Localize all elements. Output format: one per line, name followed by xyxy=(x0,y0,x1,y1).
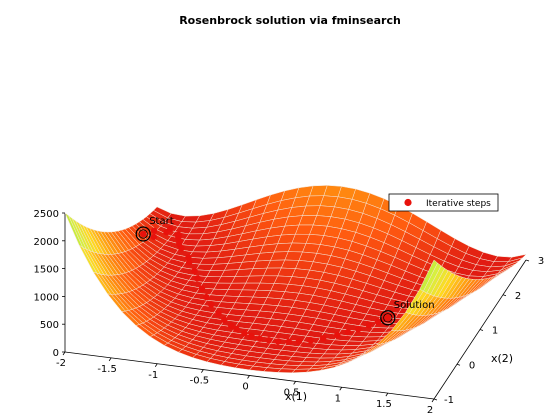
iteration-point xyxy=(274,338,282,345)
y-tick-label: 3 xyxy=(538,256,544,267)
tick-mark xyxy=(433,398,438,401)
z-tick-label: 1500 xyxy=(34,265,59,276)
z-tick-label: 2000 xyxy=(34,237,59,248)
z-tick-label: 500 xyxy=(40,320,59,331)
y-tick-label: 0 xyxy=(469,360,475,371)
x-tick-label: -1 xyxy=(148,370,158,381)
iteration-point xyxy=(191,267,198,275)
tick-mark xyxy=(201,369,204,373)
iteration-point xyxy=(365,321,373,329)
tick-mark xyxy=(502,294,507,297)
iteration-point xyxy=(334,331,341,339)
iteration-point xyxy=(203,293,210,301)
tick-mark xyxy=(247,375,250,379)
iteration-point xyxy=(320,335,327,342)
x-tick-label: 2 xyxy=(427,405,433,416)
solution-marker-ring xyxy=(380,310,396,326)
axis-ticks: -2 -1.5 -1 -0.5 0 0.5 1 1.5 2 -1 0 1 2 3 0 500 1000 1500 2… xyxy=(34,209,545,416)
iteration-point xyxy=(355,325,362,333)
x-tick-label: 1.5 xyxy=(376,399,392,410)
iteration-point xyxy=(150,233,157,241)
iteration-point xyxy=(384,314,391,321)
iteration-point xyxy=(167,225,174,233)
iteration-point xyxy=(185,259,193,266)
iteration-point xyxy=(374,318,382,325)
tick-mark xyxy=(456,363,461,366)
legend-box xyxy=(388,193,499,212)
x-tick-label: 1 xyxy=(335,393,341,404)
rosenbrock-surface xyxy=(64,185,527,373)
y-tick-label: 2 xyxy=(515,291,521,302)
legend-label: Iterative steps xyxy=(426,199,491,209)
iteration-point xyxy=(198,285,206,292)
iteration-point xyxy=(178,245,185,252)
tick-mark xyxy=(525,259,530,262)
iteration-point xyxy=(215,310,222,317)
y-tick-label: -1 xyxy=(444,395,454,406)
solution-label: Solution xyxy=(394,300,435,311)
y-tick-label: 1 xyxy=(492,326,498,337)
solution-marker-inner-ring xyxy=(383,313,393,323)
start-marker-inner-ring xyxy=(138,229,148,239)
start-label: Start xyxy=(149,216,174,227)
iteration-point xyxy=(185,254,192,261)
iteration-point xyxy=(256,335,263,342)
y-axis-label: x(2) xyxy=(491,352,513,365)
iteration-point xyxy=(194,275,201,282)
iterative-steps-series xyxy=(140,225,391,345)
iteration-point xyxy=(265,337,272,344)
iteration-point xyxy=(295,338,303,345)
x-tick-label: -0.5 xyxy=(190,376,210,387)
annotations: Start Solution xyxy=(135,216,435,326)
tick-mark xyxy=(154,363,158,367)
tick-mark xyxy=(431,398,435,403)
tick-mark xyxy=(108,357,112,362)
tick-mark xyxy=(479,329,484,331)
iteration-point xyxy=(344,329,352,336)
surface-patch xyxy=(419,259,438,292)
iteration-point xyxy=(150,227,158,234)
tick-mark xyxy=(385,392,389,397)
z-tick-label: 1000 xyxy=(34,292,59,303)
iteration-point xyxy=(248,332,255,340)
legend: Iterative steps xyxy=(388,193,499,212)
iteration-point xyxy=(285,338,293,345)
tick-mark xyxy=(62,351,66,356)
x-tick-label: -1.5 xyxy=(97,364,117,375)
x-tick-label: 0 xyxy=(242,382,248,393)
iteration-point xyxy=(140,230,147,238)
tick-mark xyxy=(293,381,296,385)
x-tick-label: -2 xyxy=(56,358,66,369)
x-tick-label: 0.5 xyxy=(284,387,300,398)
iteration-point xyxy=(228,322,235,330)
tick-mark xyxy=(339,387,343,391)
iteration-point xyxy=(307,337,314,344)
z-tick-label: 2500 xyxy=(34,209,59,220)
x-axis-label: x(1) xyxy=(285,390,307,403)
iteration-point xyxy=(208,301,215,308)
iteration-point xyxy=(233,325,240,333)
iteration-point xyxy=(241,330,248,337)
z-tick-label: 0 xyxy=(53,348,59,359)
legend-marker xyxy=(404,198,412,207)
iteration-point xyxy=(221,316,228,323)
chart-title: Rosenbrock solution via fminsearch xyxy=(179,14,401,27)
start-marker-ring xyxy=(135,226,151,242)
